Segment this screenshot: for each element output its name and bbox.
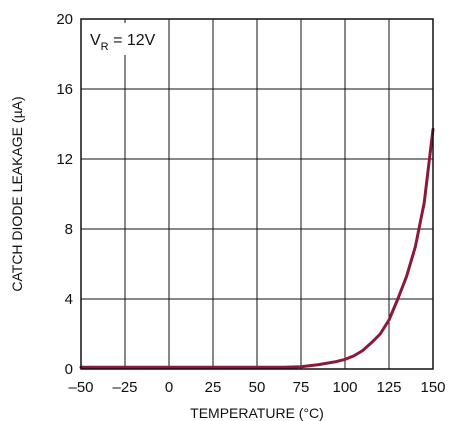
x-tick-label: 125 bbox=[376, 379, 401, 396]
x-tick-label: 25 bbox=[205, 379, 222, 396]
x-axis-title: TEMPERATURE (°C) bbox=[190, 405, 324, 421]
x-tick-label: 0 bbox=[165, 379, 173, 396]
x-tick-label: –50 bbox=[68, 379, 93, 396]
annotation-background bbox=[83, 23, 155, 55]
x-tick-label: 100 bbox=[332, 379, 357, 396]
x-tick-label: 150 bbox=[420, 379, 445, 396]
x-tick-label: 75 bbox=[293, 379, 310, 396]
x-tick-labels: –50 –25 0 25 50 75 100 125 150 bbox=[68, 379, 445, 396]
y-tick-label: 4 bbox=[65, 291, 73, 308]
x-tick-label: 50 bbox=[249, 379, 266, 396]
plot-frame bbox=[80, 18, 434, 370]
y-tick-label: 0 bbox=[65, 361, 73, 378]
y-tick-label: 12 bbox=[56, 151, 73, 168]
grid bbox=[80, 18, 434, 370]
condition-annotation: VR = 12V bbox=[90, 32, 156, 53]
y-axis-title: CATCH DIODE LEAKAGE (µA) bbox=[9, 96, 25, 291]
annotation-rest: = 12V bbox=[109, 32, 156, 49]
y-tick-label: 8 bbox=[65, 221, 73, 238]
annotation-main: V bbox=[90, 32, 101, 49]
y-tick-label: 16 bbox=[56, 81, 73, 98]
annotation-subscript: R bbox=[101, 41, 109, 53]
y-tick-labels: 0 4 8 12 16 20 bbox=[56, 11, 73, 378]
series-line-leakage bbox=[79, 127, 435, 369]
y-tick-label: 20 bbox=[56, 11, 73, 28]
x-tick-label: –25 bbox=[112, 379, 137, 396]
